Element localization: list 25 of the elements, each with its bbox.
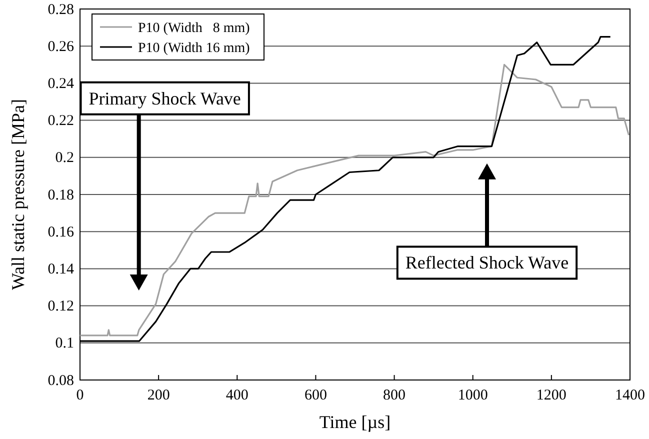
annotation: Reflected Shock Wave	[405, 252, 569, 273]
x-tick-label: 400	[226, 388, 248, 404]
x-tick-label: 600	[304, 388, 327, 404]
y-tick-label: 0.18	[48, 187, 74, 204]
x-tick-label: 1400	[615, 388, 645, 404]
y-tick-label: 0.24	[48, 76, 74, 92]
y-tick-label: 0.1	[55, 336, 74, 352]
x-tick-label: 800	[383, 388, 406, 404]
annotation: Primary Shock Wave	[88, 88, 241, 108]
x-tick-label: 0	[76, 388, 84, 404]
legend-label: P10 (Width 16 mm)	[138, 41, 250, 56]
y-tick-label: 0.26	[48, 38, 74, 55]
x-tick-label: 1200	[536, 388, 566, 404]
y-tick-label: 0.08	[48, 372, 74, 389]
y-tick-label: 0.14	[48, 262, 74, 278]
x-tick-label: 200	[147, 388, 170, 404]
y-tick-label: 0.12	[48, 298, 74, 315]
y-tick-label: 0.16	[48, 224, 74, 240]
y-tick-label: 0.22	[48, 113, 74, 130]
y-tick-label: 0.2	[55, 150, 74, 166]
legend-label: P10 (Width 8 mm)	[138, 21, 250, 36]
y-tick-label: 0.28	[48, 2, 74, 18]
x-axis-title: Time [µs]	[319, 412, 391, 432]
x-tick-label: 1000	[458, 388, 488, 404]
y-axis-title: Wall static pressure [MPa]	[8, 99, 28, 290]
